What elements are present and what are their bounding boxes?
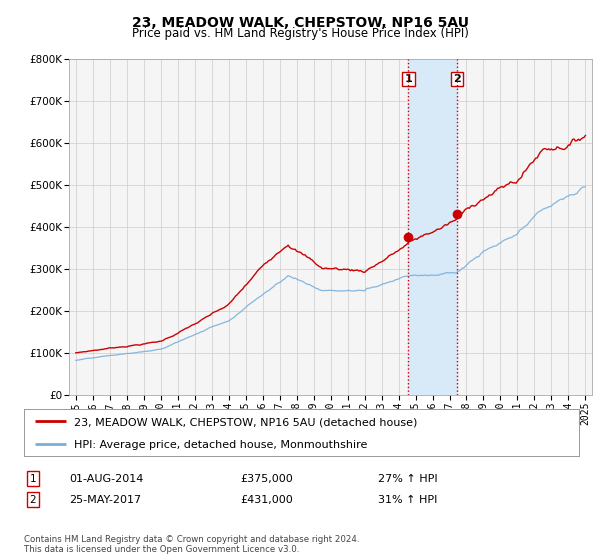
- Text: £375,000: £375,000: [240, 474, 293, 484]
- Text: 1: 1: [29, 474, 37, 484]
- Text: HPI: Average price, detached house, Monmouthshire: HPI: Average price, detached house, Monm…: [74, 440, 367, 450]
- Text: 25-MAY-2017: 25-MAY-2017: [69, 494, 141, 505]
- Text: 31% ↑ HPI: 31% ↑ HPI: [378, 494, 437, 505]
- Text: 2: 2: [29, 494, 37, 505]
- Text: 23, MEADOW WALK, CHEPSTOW, NP16 5AU: 23, MEADOW WALK, CHEPSTOW, NP16 5AU: [131, 16, 469, 30]
- Text: Price paid vs. HM Land Registry's House Price Index (HPI): Price paid vs. HM Land Registry's House …: [131, 27, 469, 40]
- Text: 27% ↑ HPI: 27% ↑ HPI: [378, 474, 437, 484]
- Text: £431,000: £431,000: [240, 494, 293, 505]
- Text: 1: 1: [404, 74, 412, 84]
- Text: Contains HM Land Registry data © Crown copyright and database right 2024.
This d: Contains HM Land Registry data © Crown c…: [24, 535, 359, 554]
- Bar: [409, 59, 457, 395]
- Text: 01-AUG-2014: 01-AUG-2014: [69, 474, 143, 484]
- Text: 23, MEADOW WALK, CHEPSTOW, NP16 5AU (detached house): 23, MEADOW WALK, CHEPSTOW, NP16 5AU (det…: [74, 417, 418, 427]
- Text: 2: 2: [453, 74, 461, 84]
